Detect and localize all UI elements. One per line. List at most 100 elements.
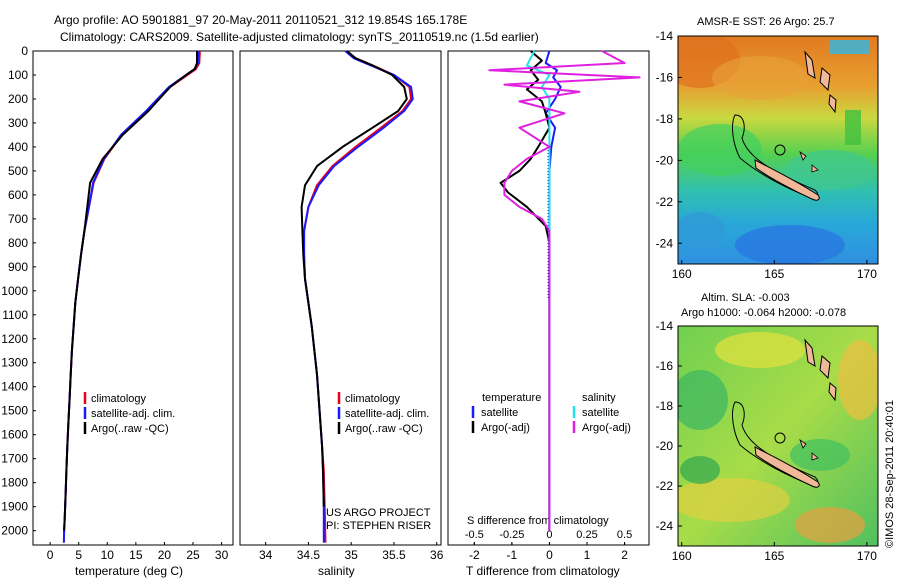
- sst-map-frame: [677, 35, 879, 265]
- s-difference-axis: -0.5 -0.25 0 0.25 0.5: [465, 529, 632, 545]
- temperature-axis-label: temperature (deg C): [75, 564, 183, 578]
- x-tick-label: -0.25: [499, 529, 524, 541]
- warm-patch: [712, 56, 808, 100]
- depth-tick-label: 600: [8, 188, 28, 202]
- s-difference-label: S difference from climatology: [467, 515, 609, 527]
- depth-tick-label: 0: [21, 44, 28, 58]
- header-line-2: Climatology: CARS2009. Satellite-adjuste…: [60, 30, 539, 44]
- sla-low-patch: [680, 456, 720, 484]
- salinity-panel-frame: [239, 50, 442, 546]
- depth-tick-label: 700: [8, 212, 28, 226]
- lat-tick-label: -22: [656, 479, 674, 493]
- x-tick-label: 5: [75, 548, 82, 562]
- x-tick-label: 0: [546, 548, 553, 562]
- depth-tick-label: 900: [8, 260, 28, 274]
- sla-map-frame: [677, 325, 879, 547]
- x-tick-label: 36: [430, 548, 444, 562]
- vanuatu-islands: [804, 50, 837, 114]
- legend-label-satellite: satellite-adj. clim.: [345, 408, 429, 420]
- x-tick-label: -1: [507, 548, 518, 562]
- lat-tick-label: -14: [656, 319, 674, 333]
- sst-map-axes: -14 -16 -18 -20 -22 -24 160 165 170: [656, 29, 878, 281]
- sla-high-patch: [678, 478, 790, 522]
- x-tick-label: 35: [345, 548, 359, 562]
- project-line-2: PI: STEPHEN RISER: [326, 520, 431, 532]
- depth-tick-label: 1200: [1, 332, 28, 346]
- lat-tick-label: -16: [656, 359, 674, 373]
- sst-map: [678, 36, 878, 264]
- depth-tick-label: 200: [8, 92, 28, 106]
- lat-tick-label: -24: [656, 236, 674, 250]
- x-tick-label: 0: [47, 548, 54, 562]
- lat-tick-label: -18: [656, 399, 674, 413]
- temperature-series: [62, 50, 201, 543]
- sla-map-title-2: Argo h1000: -0.064 h2000: -0.078: [681, 307, 846, 319]
- sst-map-title: AMSR-E SST: 26 Argo: 25.7: [697, 16, 835, 28]
- x-tick-label: 35.5: [382, 548, 406, 562]
- project-line-1: US ARGO PROJECT: [326, 507, 431, 519]
- x-tick-label: -2: [469, 548, 480, 562]
- depth-tick-label: 800: [8, 236, 28, 250]
- series-line-argo-raw-qc-: [63, 51, 198, 531]
- series-line-climatology: [303, 50, 413, 543]
- legend-head-salinity: salinity: [582, 392, 616, 404]
- depth-tick-label: 1500: [1, 404, 28, 418]
- lat-tick-label: -18: [656, 112, 674, 126]
- salinity-axis-label: salinity: [318, 564, 355, 578]
- sla-low-patch: [678, 370, 728, 430]
- legend-label-t-satellite: satellite: [481, 407, 518, 419]
- series-line-satellite-adj-clim-: [303, 50, 414, 543]
- series-line-argo-raw-qc-: [300, 50, 408, 507]
- salinity-x-axis: 34 34.5 35 35.5 36: [259, 542, 444, 562]
- x-tick-label: 20: [158, 548, 172, 562]
- x-tick-label: 1: [584, 548, 591, 562]
- lat-tick-label: -16: [656, 70, 674, 84]
- x-tick-label: 34.5: [297, 548, 321, 562]
- sla-low-patch: [790, 439, 850, 471]
- series-line-temperature-argo-adj-: [499, 50, 551, 531]
- lon-tick-label: 165: [764, 267, 784, 281]
- temperature-x-axis: 0 5 10 15 20 25 30: [47, 542, 229, 562]
- seamount-contour: [774, 432, 786, 444]
- sst-pixel-cluster: [845, 110, 861, 145]
- cool-patch: [678, 124, 762, 176]
- depth-tick-label: 400: [8, 140, 28, 154]
- lon-tick-label: 170: [857, 267, 877, 281]
- depth-tick-label: 1700: [1, 452, 28, 466]
- x-tick-label: 30: [215, 548, 229, 562]
- depth-tick-label: 1400: [1, 380, 28, 394]
- depth-tick-label: 1800: [1, 476, 28, 490]
- lon-tick-label: 165: [764, 549, 784, 563]
- depth-tick-label: 100: [8, 68, 28, 82]
- lat-tick-label: -14: [656, 29, 674, 43]
- lat-tick-label: -20: [656, 153, 674, 167]
- x-tick-label: 0: [546, 529, 552, 541]
- lat-tick-label: -24: [656, 519, 674, 533]
- series-line-salinity-satellite: [525, 50, 551, 531]
- lon-tick-label: 160: [672, 549, 692, 563]
- sla-high-patch: [795, 507, 865, 543]
- sla-map: [678, 326, 878, 546]
- lon-tick-label: 170: [857, 549, 877, 563]
- legend-label-s-argo: Argo(-adj): [582, 422, 631, 434]
- t-difference-axis: -2 -1 0 1 2: [469, 542, 628, 562]
- depth-tick-label: 1300: [1, 356, 28, 370]
- legend-label-argo: Argo(..raw -QC): [345, 423, 423, 435]
- imos-timestamp: ©IMOS 28-Sep-2011 20:40:01: [884, 400, 896, 548]
- legend-label-argo: Argo(..raw -QC): [91, 423, 169, 435]
- series-line-satellite-adj-clim-: [62, 50, 200, 543]
- loyalty-islands: [799, 438, 819, 461]
- cool-patch: [785, 150, 875, 190]
- x-tick-label: 10: [101, 548, 115, 562]
- vanuatu-islands: [804, 338, 837, 402]
- depth-tick-label: 1600: [1, 428, 28, 442]
- legend-label-climatology: climatology: [345, 393, 401, 405]
- depth-tick-label: 300: [8, 116, 28, 130]
- new-caledonia-island: [754, 159, 820, 201]
- x-tick-label: 0.5: [617, 529, 632, 541]
- legend-label-climatology: climatology: [91, 393, 147, 405]
- series-line-salinity-argo-adj-: [488, 50, 641, 531]
- depth-tick-label: 1900: [1, 500, 28, 514]
- x-tick-label: 15: [129, 548, 143, 562]
